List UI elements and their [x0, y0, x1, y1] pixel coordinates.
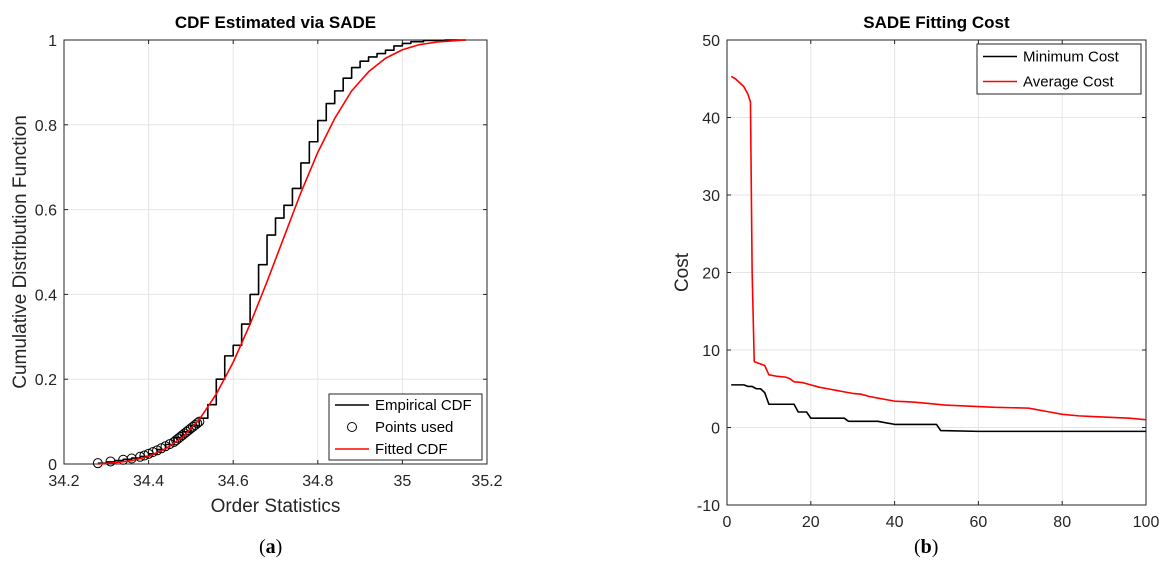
y-tick-label: 50 [702, 33, 720, 50]
x-tick-label: 40 [886, 514, 904, 530]
data-point [105, 456, 116, 467]
series-minimum-cost-line [731, 384, 1146, 433]
x-tick-label: 20 [802, 514, 820, 530]
x-tick-label: 60 [970, 514, 988, 530]
y-tick-label: 0.4 [35, 287, 57, 304]
legend-entry-label: Average Cost [1023, 74, 1114, 91]
y-axis-label: Cost [672, 252, 693, 292]
x-tick-label: 34.6 [218, 473, 249, 490]
y-tick-label: 0.2 [35, 372, 57, 389]
y-axis-label: Cumulative Distribution Function [10, 115, 31, 389]
legend: Empirical CDF Points used Fitted CDF [328, 393, 483, 461]
y-tick-label: 10 [702, 343, 720, 360]
y-tick-label: 0.6 [35, 203, 57, 220]
data-point [192, 418, 203, 429]
x-tick-label: 35.2 [471, 473, 502, 490]
y-tick-label: 0.8 [35, 118, 57, 135]
chart-panel-0: 34.2 34.4 34.6 34.8 35 35.2 0 0.2 0.4 0.6 0.8 1 CDF … [10, 13, 503, 517]
x-tick-label: 35 [394, 473, 412, 490]
x-axis-label: Order Statistics [211, 496, 341, 517]
x-tick-label: 34.8 [302, 473, 333, 490]
x-tick-label: 0 [723, 514, 732, 530]
x-tick-label: 80 [1053, 514, 1071, 530]
data-point [194, 416, 205, 427]
legend-entry-label: Empirical CDF [375, 397, 472, 414]
series-fitted-cdf-line [97, 39, 466, 465]
y-tick-label: 0 [711, 421, 720, 438]
series-average-cost-line [730, 75, 1147, 421]
y-tick-label: 1 [48, 33, 57, 50]
figure: 34.2 34.4 34.6 34.8 35 35.2 0 0.2 0.4 0.6 0.8 1 CDF … [10, 13, 1159, 530]
plot-frame [63, 39, 488, 465]
y-tick-label: -10 [697, 498, 720, 515]
chart-title: SADE Fitting Cost [863, 13, 1010, 32]
legend: Minimum Cost Average Cost [976, 43, 1142, 95]
x-tick-label: 34.4 [133, 473, 164, 490]
y-tick-label: 0 [48, 457, 57, 474]
caption-a: (a) [259, 536, 283, 558]
chart-title: CDF Estimated via SADE [175, 13, 376, 32]
legend-entry-label: Fitted CDF [375, 441, 448, 458]
legend-marker [347, 422, 357, 432]
legend-entry-label: Minimum Cost [1023, 49, 1120, 66]
y-tick-label: 20 [702, 266, 720, 283]
y-tick-label: 30 [702, 188, 720, 205]
caption-b: (b) [914, 536, 939, 558]
x-tick-label: 100 [1133, 514, 1160, 530]
legend-box [976, 43, 1142, 95]
x-tick-label: 34.2 [48, 473, 79, 490]
y-tick-label: 40 [702, 111, 720, 128]
legend-entry-label: Points used [375, 419, 453, 436]
